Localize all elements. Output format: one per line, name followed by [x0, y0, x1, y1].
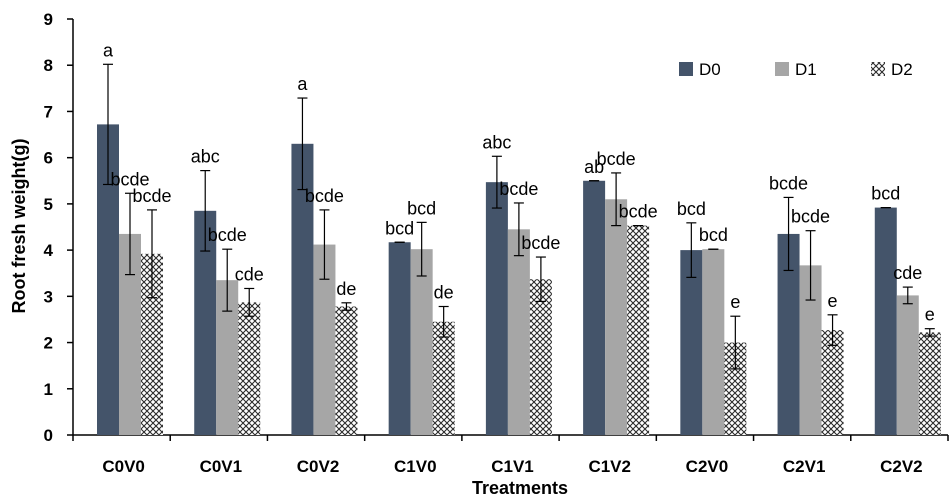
bar-d1-c2v2 [896, 295, 919, 435]
category-label: C0V0 [102, 457, 145, 476]
bar-d0-c1v1 [485, 182, 508, 435]
category-label: C2V2 [880, 457, 923, 476]
y-tick-label: 4 [44, 241, 54, 260]
x-axis: C0V0 C0V1 C0V2 C1V0 C1V1 C1V2 C2V0 C2V1 C2V2 [72, 434, 949, 476]
y-tick-label: 0 [44, 426, 53, 445]
bar-d1-c1v1 [507, 229, 530, 435]
legend-swatch-d2 [871, 62, 885, 76]
bar-d2-c2v1 [821, 330, 844, 435]
category-label: C1V2 [588, 457, 631, 476]
significance-letter: bcde [619, 202, 658, 222]
y-tick-label: 6 [44, 149, 53, 168]
category-label: C2V1 [783, 457, 826, 476]
bar-d1-c1v0 [410, 249, 433, 435]
bar-d2-c1v2 [627, 225, 650, 435]
bar-d0-c1v0 [388, 242, 411, 435]
significance-letter: bcde [305, 186, 344, 206]
bar-d2-c0v0 [141, 253, 163, 435]
bar-d0-c2v1 [777, 233, 800, 435]
y-tick-label: 5 [44, 195, 53, 214]
legend-swatch-d1 [775, 62, 789, 76]
legend-swatch-d0 [679, 62, 693, 76]
y-tick-label: 8 [44, 56, 53, 75]
bar-d1-c1v2 [605, 199, 628, 435]
y-axis: 0 1 2 3 4 5 6 7 8 9 [44, 10, 74, 445]
bar-d2-c1v0 [432, 321, 455, 435]
bar-d1-c2v1 [799, 265, 822, 435]
bar-d0-c0v0 [97, 124, 119, 436]
y-tick-label: 9 [44, 10, 53, 29]
bar-d0-c2v0 [680, 250, 703, 435]
significance-letter: bcd [407, 198, 436, 218]
y-tick-label: 2 [44, 334, 53, 353]
significance-letter: e [730, 292, 740, 312]
significance-letter: e [925, 305, 935, 325]
legend-label-d0: D0 [699, 60, 721, 79]
bar-d2-c2v2 [918, 332, 941, 435]
y-tick-label: 7 [44, 102, 53, 121]
legend-label-d1: D1 [795, 60, 817, 79]
bar-d2-c0v1 [238, 302, 261, 435]
significance-letter: bcd [871, 184, 900, 204]
y-tick-label: 1 [44, 380, 53, 399]
significance-letter: bcd [385, 218, 414, 238]
significance-letter: bcd [677, 199, 706, 219]
bar-d2-c2v0 [724, 342, 747, 435]
legend: D0 D1 D2 [679, 60, 913, 79]
bar-d1-c0v1 [216, 280, 239, 435]
bars [97, 124, 941, 436]
bar-d0-c2v2 [874, 207, 897, 435]
significance-letters: aabcabcdabcabbcdbcdebcdbcdebcdebcdebcdbc… [103, 40, 935, 324]
bar-d1-c0v2 [313, 244, 336, 435]
significance-letter: bcde [769, 173, 808, 193]
significance-letter: bcde [791, 207, 830, 227]
significance-letter: cde [235, 264, 264, 284]
category-label: C1V1 [491, 457, 534, 476]
bar-d2-c1v1 [529, 279, 552, 435]
category-label: C0V1 [200, 457, 243, 476]
significance-letter: abc [482, 132, 511, 152]
bar-d0-c0v1 [194, 210, 217, 435]
bar-d0-c0v2 [291, 143, 314, 436]
significance-letter: a [103, 40, 114, 60]
y-tick-label: 3 [44, 287, 53, 306]
bar-d1-c0v0 [119, 233, 141, 435]
y-axis-title: Root fresh weight(g) [9, 139, 29, 314]
error-bars [103, 63, 935, 370]
significance-letter: bcde [110, 169, 149, 189]
significance-letter: bcde [499, 179, 538, 199]
significance-letter: abc [191, 147, 220, 167]
legend-label-d2: D2 [891, 60, 913, 79]
significance-letter: a [297, 74, 308, 94]
significance-letter: de [336, 279, 356, 299]
significance-letter: bcde [521, 233, 560, 253]
bar-d2-c0v2 [335, 306, 358, 435]
category-label: C1V0 [394, 457, 437, 476]
significance-letter: e [828, 291, 838, 311]
significance-letter: cde [893, 263, 922, 283]
category-label: C2V0 [686, 457, 729, 476]
significance-letter: bcde [597, 149, 636, 169]
significance-letter: bcd [699, 225, 728, 245]
bar-d0-c1v2 [583, 180, 606, 435]
significance-letter: bcde [208, 225, 247, 245]
category-label: C0V2 [297, 457, 340, 476]
significance-letter: ab [584, 157, 604, 177]
x-axis-title: Treatments [472, 478, 568, 497]
significance-letter: bcde [132, 186, 171, 206]
significance-letter: de [434, 283, 454, 303]
bar-d1-c2v0 [702, 249, 725, 435]
